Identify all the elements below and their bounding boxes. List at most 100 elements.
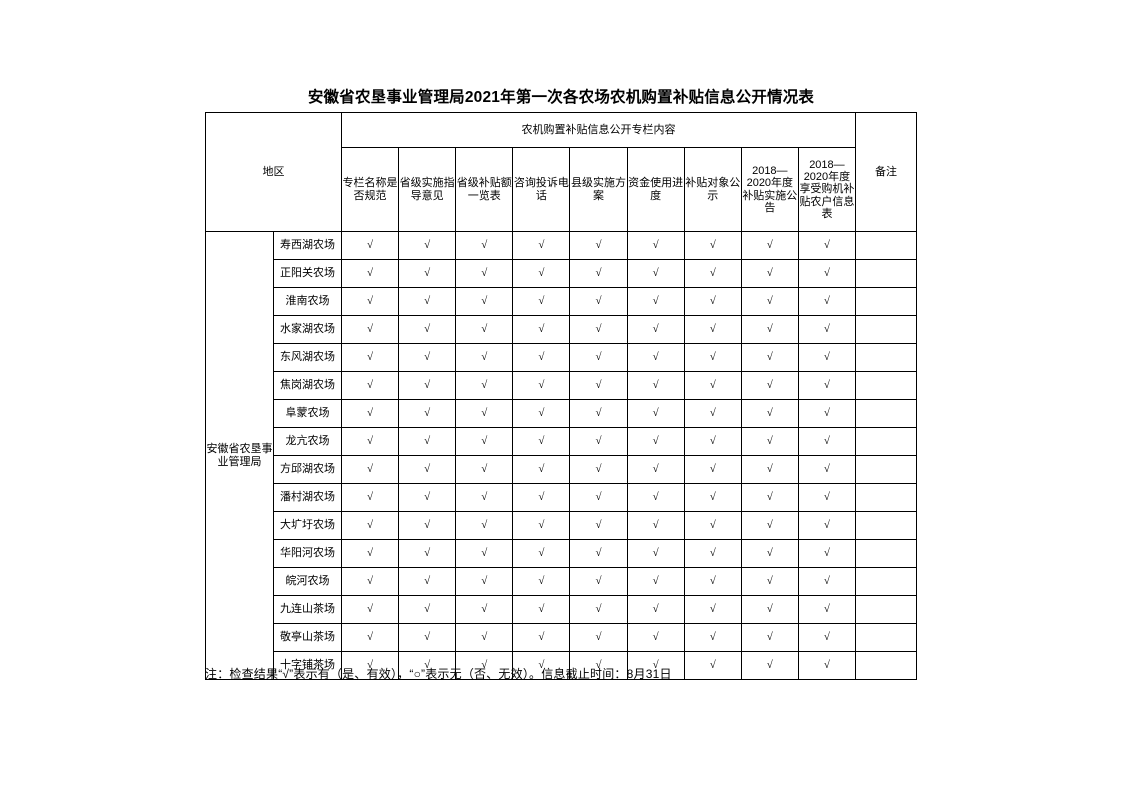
header-row-group: 地区 农机购置补贴信息公开专栏内容 备注 — [205, 112, 917, 232]
remark-cell — [855, 231, 917, 260]
farm-name-cell: 潘村湖农场 — [273, 483, 342, 512]
check-cell: √ — [797, 343, 857, 372]
check-cell: √ — [797, 623, 857, 652]
farm-name-cell: 淮南农场 — [273, 287, 342, 316]
check-cell: √ — [683, 595, 742, 624]
check-cell: √ — [512, 259, 571, 288]
table-row: 十字铺茶场 √ √ √ √ √ √ √ √ √ — [206, 651, 917, 680]
check-cell: √ — [797, 511, 857, 540]
check-cell: √ — [740, 595, 799, 624]
check-cell: √ — [512, 455, 571, 484]
check-cell: √ — [340, 427, 400, 456]
check-cell: √ — [340, 343, 400, 372]
check-cell: √ — [797, 399, 857, 428]
remark-cell — [855, 595, 917, 624]
table-row: 潘村湖农场 √ √ √ √ √ √ √ √ √ — [206, 483, 917, 512]
farm-name-cell: 十字铺茶场 — [273, 651, 342, 680]
check-cell: √ — [512, 651, 571, 680]
header-col-5: 资金使用进度 — [626, 147, 685, 232]
check-cell: √ — [340, 539, 400, 568]
check-cell: √ — [740, 567, 799, 596]
header-col-7: 2018—2020年度补贴实施公告 — [740, 147, 799, 232]
check-cell: √ — [398, 651, 457, 680]
remark-cell — [855, 483, 917, 512]
farm-name-cell: 水家湖农场 — [273, 315, 342, 344]
check-cell: √ — [626, 539, 685, 568]
check-cell: √ — [740, 343, 799, 372]
header-col-8: 2018—2020年度享受购机补贴农户信息表 — [797, 147, 857, 232]
check-cell: √ — [626, 595, 685, 624]
check-cell: √ — [797, 567, 857, 596]
check-cell: √ — [512, 623, 571, 652]
check-cell: √ — [512, 483, 571, 512]
check-cell: √ — [512, 427, 571, 456]
check-cell: √ — [740, 539, 799, 568]
region-group-cell: 安徽省农垦事业管理局 — [205, 231, 274, 680]
check-cell: √ — [626, 399, 685, 428]
check-cell: √ — [455, 623, 514, 652]
check-cell: √ — [455, 371, 514, 400]
remark-cell — [855, 651, 917, 680]
check-cell: √ — [340, 567, 400, 596]
check-cell: √ — [512, 371, 571, 400]
header-col-3: 咨询投诉电话 — [512, 147, 571, 232]
check-cell: √ — [569, 623, 628, 652]
check-cell: √ — [626, 231, 685, 260]
check-cell: √ — [455, 427, 514, 456]
check-cell: √ — [398, 343, 457, 372]
farm-name-cell: 方邱湖农场 — [273, 455, 342, 484]
check-cell: √ — [626, 483, 685, 512]
table-footnote: 注：检查结果“√”表示有（是、有效），“○”表示无（否、无效）。信息截止时间：8… — [205, 667, 672, 681]
check-cell: √ — [455, 567, 514, 596]
remark-cell — [855, 343, 917, 372]
check-cell: √ — [398, 623, 457, 652]
check-cell: √ — [455, 539, 514, 568]
check-cell: √ — [512, 595, 571, 624]
check-cell: √ — [569, 483, 628, 512]
check-cell: √ — [569, 567, 628, 596]
remark-cell — [855, 455, 917, 484]
check-cell: √ — [455, 287, 514, 316]
check-cell: √ — [683, 511, 742, 540]
check-cell: √ — [683, 455, 742, 484]
farm-name-cell: 皖河农场 — [273, 567, 342, 596]
check-cell: √ — [683, 315, 742, 344]
check-cell: √ — [740, 455, 799, 484]
farm-name-cell: 九连山茶场 — [273, 595, 342, 624]
table-row: 华阳河农场 √ √ √ √ √ √ √ √ √ — [206, 539, 917, 568]
farm-name-cell: 华阳河农场 — [273, 539, 342, 568]
check-cell: √ — [626, 455, 685, 484]
check-cell: √ — [797, 427, 857, 456]
check-cell: √ — [398, 259, 457, 288]
check-cell: √ — [512, 539, 571, 568]
check-cell: √ — [455, 483, 514, 512]
header-col-1: 省级实施指导意见 — [398, 147, 457, 232]
check-cell: √ — [740, 651, 799, 680]
check-cell: √ — [398, 595, 457, 624]
check-cell: √ — [797, 287, 857, 316]
check-cell: √ — [340, 315, 400, 344]
check-cell: √ — [626, 287, 685, 316]
check-cell: √ — [797, 231, 857, 260]
check-cell: √ — [512, 287, 571, 316]
farm-name-cell: 寿西湖农场 — [273, 231, 342, 260]
header-col-0: 专栏名称是否规范 — [340, 147, 400, 232]
check-cell: √ — [626, 259, 685, 288]
table-row: 敬亭山茶场 √ √ √ √ √ √ √ √ √ — [206, 623, 917, 652]
check-cell: √ — [569, 231, 628, 260]
check-cell: √ — [797, 539, 857, 568]
check-cell: √ — [340, 371, 400, 400]
check-cell: √ — [455, 343, 514, 372]
check-cell: √ — [683, 371, 742, 400]
table-row: 九连山茶场 √ √ √ √ √ √ √ √ √ — [206, 595, 917, 624]
table-header: 地区 农机购置补贴信息公开专栏内容 备注 专栏名称是否规范 省级实施指导意见 省… — [205, 112, 917, 232]
check-cell: √ — [740, 231, 799, 260]
check-cell: √ — [455, 231, 514, 260]
remark-cell — [855, 539, 917, 568]
header-region: 地区 — [205, 112, 342, 232]
check-cell: √ — [455, 399, 514, 428]
check-cell: √ — [569, 315, 628, 344]
subsidy-disclosure-table-wrapper: 地区 农机购置补贴信息公开专栏内容 备注 专栏名称是否规范 省级实施指导意见 省… — [205, 112, 917, 680]
check-cell: √ — [626, 651, 685, 680]
check-cell: √ — [797, 371, 857, 400]
